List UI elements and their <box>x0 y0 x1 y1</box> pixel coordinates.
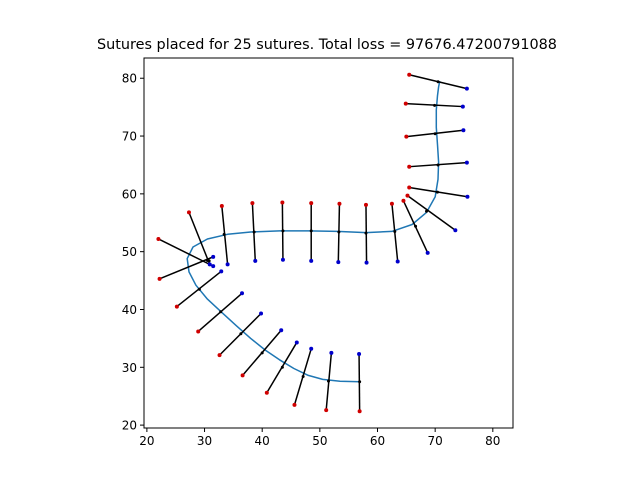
extraction-point-21 <box>465 194 470 199</box>
x-tick-label-20: 20 <box>139 434 154 448</box>
center-point-6 <box>239 332 243 336</box>
x-tick-label-50: 50 <box>312 434 327 448</box>
axes-frame <box>143 57 514 429</box>
x-tick-label-80: 80 <box>485 434 500 448</box>
center-point-21 <box>435 190 439 194</box>
insertion-point-21 <box>407 185 412 190</box>
insertion-point-25 <box>407 72 412 77</box>
extraction-point-12 <box>225 262 230 267</box>
extraction-point-16 <box>336 260 341 265</box>
center-point-17 <box>364 231 368 235</box>
wound-curve <box>186 80 441 383</box>
extraction-point-24 <box>460 104 465 109</box>
extraction-point-9 <box>309 346 314 351</box>
extraction-point-22 <box>464 160 469 165</box>
insertion-point-11 <box>357 409 362 414</box>
center-point-25 <box>436 80 440 84</box>
center-point-12 <box>222 232 226 236</box>
x-tick-label-40: 40 <box>255 434 270 448</box>
center-point-18 <box>393 229 397 233</box>
center-point-23 <box>433 132 437 136</box>
center-point-8 <box>280 365 284 369</box>
center-point-9 <box>301 375 305 379</box>
extraction-point-23 <box>461 128 466 133</box>
center-point-24 <box>433 103 437 107</box>
insertion-point-24 <box>403 101 408 106</box>
center-point-4 <box>197 287 201 291</box>
insertion-point-17 <box>363 202 368 207</box>
insertion-point-6 <box>217 353 222 358</box>
center-point-10 <box>327 379 330 383</box>
center-point-14 <box>281 229 285 233</box>
extraction-point-25 <box>464 86 469 91</box>
extraction-point-3 <box>207 262 212 267</box>
insertion-point-20 <box>405 193 410 198</box>
suture-line-2 <box>159 256 214 280</box>
insertion-point-1 <box>156 236 161 241</box>
insertion-point-10 <box>324 408 329 413</box>
center-point-3 <box>205 258 209 262</box>
y-tick-label-20: 20 <box>122 419 137 433</box>
extraction-point-18 <box>395 259 400 264</box>
insertion-point-4 <box>174 304 179 309</box>
extraction-point-13 <box>253 258 258 263</box>
extraction-point-4 <box>219 269 224 274</box>
extraction-point-19 <box>425 250 430 255</box>
insertion-point-16 <box>337 201 342 206</box>
center-point-16 <box>337 230 341 234</box>
insertion-point-3 <box>186 210 191 215</box>
extraction-point-5 <box>240 291 245 296</box>
y-tick-label-50: 50 <box>122 245 137 259</box>
insertion-point-19 <box>401 198 406 203</box>
insertion-point-15 <box>309 201 314 206</box>
x-tick-label-30: 30 <box>197 434 212 448</box>
extraction-point-10 <box>329 350 334 355</box>
suture-line-1 <box>158 238 214 267</box>
y-tick-label-40: 40 <box>122 303 137 317</box>
chart-title: Sutures placed for 25 sutures. Total los… <box>97 37 557 53</box>
y-tick-label-60: 60 <box>122 187 137 201</box>
center-point-13 <box>252 230 256 234</box>
insertion-point-22 <box>407 164 412 169</box>
extraction-point-7 <box>279 328 284 333</box>
extraction-point-6 <box>259 311 264 316</box>
insertion-point-8 <box>264 390 269 395</box>
insertion-point-2 <box>157 276 162 281</box>
y-tick-label-30: 30 <box>122 361 137 375</box>
y-tick-label-70: 70 <box>122 130 137 144</box>
x-tick-label-60: 60 <box>370 434 385 448</box>
extraction-point-8 <box>294 340 299 345</box>
insertion-point-23 <box>404 134 409 139</box>
insertion-point-7 <box>240 373 245 378</box>
y-tick-label-80: 80 <box>122 72 137 86</box>
x-tick-label-70: 70 <box>428 434 443 448</box>
insertion-point-18 <box>389 201 394 206</box>
center-point-15 <box>309 229 313 233</box>
tick-layer: 20 30 40 50 60 70 80 20 30 40 50 60 70 80 <box>122 72 501 448</box>
insertion-point-14 <box>280 200 285 205</box>
extraction-point-20 <box>453 228 458 233</box>
insertion-point-9 <box>292 402 297 407</box>
suture-line-3 <box>188 212 211 265</box>
insertion-point-13 <box>250 201 255 206</box>
extraction-point-14 <box>280 257 285 262</box>
center-point-19 <box>414 224 418 228</box>
extraction-point-11 <box>357 352 362 356</box>
center-point-20 <box>425 209 429 213</box>
extraction-point-2 <box>211 254 216 259</box>
center-point-22 <box>436 163 440 167</box>
extraction-point-15 <box>309 258 314 263</box>
extraction-point-17 <box>364 260 369 265</box>
plot-layer <box>156 72 470 414</box>
extraction-point-1 <box>211 264 216 269</box>
insertion-point-12 <box>219 204 224 208</box>
suture-line-20 <box>407 194 456 231</box>
insertion-point-5 <box>196 329 201 334</box>
center-point-11 <box>358 380 362 384</box>
center-point-7 <box>260 351 264 355</box>
center-point-5 <box>219 310 223 314</box>
